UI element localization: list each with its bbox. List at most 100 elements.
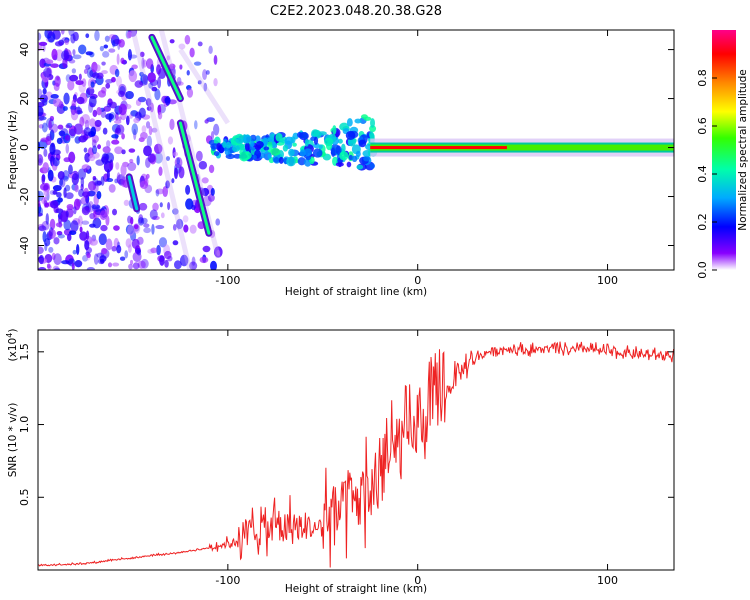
spectral-speckle [50, 123, 59, 133]
spectral-speckle [116, 172, 121, 185]
spectral-speckle [145, 173, 150, 179]
spectral-speckle [56, 230, 63, 236]
spectral-speckle [171, 178, 175, 184]
spectral-speckle [112, 262, 120, 267]
colorbar: 0.0 0.2 0.4 0.6 0.8 Normalized spectral ampl… [696, 30, 749, 279]
colorbar-tick-label: 0.6 [696, 117, 709, 135]
spectrogram-marks [38, 30, 674, 270]
spectral-speckle [154, 152, 163, 164]
cluster-blob [288, 148, 295, 157]
snr-series-line [38, 341, 674, 568]
cluster-blob [267, 137, 274, 143]
spectral-speckle [88, 154, 96, 162]
spectral-speckle [184, 34, 191, 45]
spectral-speckle [68, 164, 73, 175]
spectral-speckle [55, 222, 63, 228]
spectral-speckle [176, 81, 184, 86]
x-tick-label: 100 [597, 274, 618, 287]
spectral-speckle [172, 224, 177, 231]
chart-title: C2E2.2023.048.20.38.G28 [270, 4, 442, 19]
spectral-speckle [92, 176, 97, 181]
spectral-speckle [89, 118, 96, 127]
spectral-speckle [105, 238, 113, 251]
spectral-speckle [202, 195, 212, 207]
spectral-speckle [204, 119, 209, 124]
spectral-speckle [76, 96, 85, 105]
spectral-speckle [44, 202, 50, 208]
spectral-speckle [107, 262, 113, 268]
spectral-speckle [141, 125, 147, 134]
spectral-speckle [94, 30, 100, 42]
cluster-blob [244, 141, 250, 152]
spectral-speckle [119, 256, 126, 261]
spectral-speckle [100, 176, 105, 186]
spectral-speckle [71, 173, 79, 185]
spectral-speckle [65, 143, 70, 154]
spectral-speckle [68, 151, 76, 164]
spectral-speckle [159, 255, 165, 266]
spectral-speckle [81, 220, 90, 225]
spectral-speckle [191, 204, 196, 211]
spectral-speckle [94, 180, 102, 187]
spectral-speckle [82, 254, 89, 262]
spectral-speckle [112, 208, 118, 216]
spectral-speckle [57, 234, 65, 239]
spectral-speckle [111, 134, 119, 139]
spectral-speckle [81, 164, 91, 171]
spectral-speckle [42, 88, 47, 95]
colorbar-ticks: 0.0 0.2 0.4 0.6 0.8 [696, 69, 717, 279]
spectral-speckle [71, 68, 77, 74]
spectral-speckle [80, 177, 85, 188]
spectral-speckle [59, 177, 64, 186]
cluster-blob [324, 137, 334, 147]
cluster-blob [363, 155, 370, 162]
spectral-speckle [93, 64, 101, 72]
spectral-speckle [78, 135, 87, 143]
spectral-speckle [148, 125, 153, 136]
cluster-blob [335, 162, 344, 167]
spectral-speckle [154, 143, 163, 154]
spectral-speckle [67, 233, 72, 242]
spectral-speckle [169, 39, 175, 44]
cluster-blob [275, 132, 283, 142]
spectral-speckle [42, 162, 50, 174]
cluster-blob [331, 147, 336, 157]
spectral-speckle [74, 260, 83, 268]
spectral-speckle [195, 150, 203, 162]
spectral-speckle [103, 44, 109, 49]
spectral-speckle [143, 227, 151, 234]
spectral-speckle [55, 208, 64, 214]
spectral-speckle [205, 70, 210, 75]
spectral-speckle [178, 43, 186, 50]
spectral-speckle [127, 224, 135, 236]
spectral-speckle [202, 69, 208, 81]
spectral-speckle [79, 226, 83, 233]
spectral-speckle [136, 249, 142, 256]
spectral-speckle [144, 177, 149, 186]
spectral-speckle [173, 260, 182, 270]
spectral-speckle [45, 213, 49, 225]
spectral-speckle [159, 202, 163, 208]
x-tick-label: -100 [215, 574, 240, 587]
spectrogram-ylabel: Frequency (Hz) [7, 110, 19, 189]
spectral-speckle [123, 199, 130, 206]
spectral-speckle [121, 149, 126, 155]
y-tick-label: 1.5 [18, 343, 31, 361]
spectral-speckle [74, 106, 83, 115]
spectral-speckle [191, 256, 196, 266]
spectral-speckle [141, 57, 145, 70]
spectral-speckle [108, 48, 116, 53]
spectral-speckle [129, 158, 134, 164]
spectral-speckle [213, 77, 218, 87]
spectral-speckle [83, 68, 88, 74]
spectral-speckle [47, 169, 54, 182]
spectral-speckle [147, 153, 156, 163]
spectral-speckle [155, 189, 160, 197]
cluster-blob [263, 146, 270, 151]
spectral-speckle [62, 170, 70, 182]
spectral-speckle [57, 171, 65, 180]
spectral-speckle [72, 49, 76, 56]
x-tick-label: 100 [597, 574, 618, 587]
spectral-speckle [106, 169, 110, 181]
spectral-speckle [62, 106, 68, 112]
